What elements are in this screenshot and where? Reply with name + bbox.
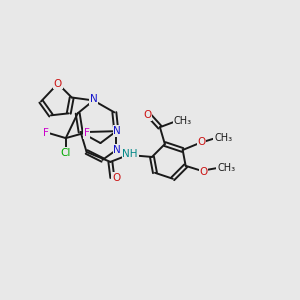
Text: N: N — [113, 126, 121, 136]
Text: O: O — [200, 167, 208, 177]
Text: O: O — [54, 79, 62, 88]
Text: O: O — [143, 110, 151, 120]
Text: N: N — [113, 145, 121, 155]
Text: O: O — [197, 137, 206, 147]
Text: F: F — [43, 128, 49, 138]
Text: CH₃: CH₃ — [174, 116, 192, 126]
Text: Cl: Cl — [61, 148, 71, 158]
Text: N: N — [90, 94, 98, 104]
Text: CH₃: CH₃ — [217, 163, 235, 173]
Text: CH₃: CH₃ — [214, 133, 232, 143]
Text: O: O — [112, 173, 120, 183]
Text: F: F — [84, 128, 89, 138]
Text: NH: NH — [122, 149, 138, 159]
